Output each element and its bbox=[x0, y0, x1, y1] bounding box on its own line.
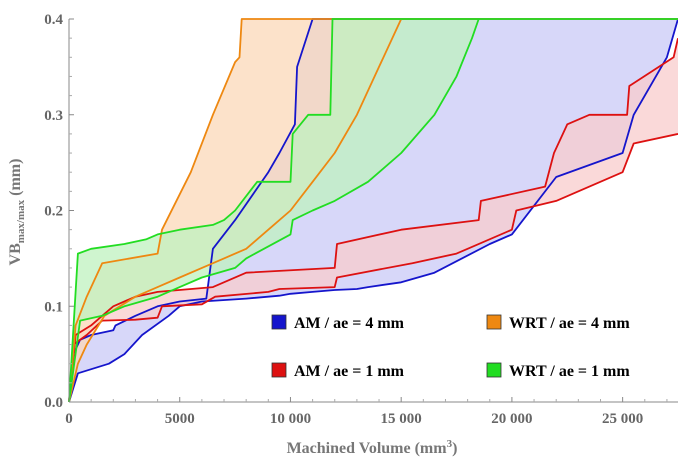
y-tick-label: 0.3 bbox=[44, 108, 63, 124]
line-lower-wrt-ae-4-mm bbox=[68, 18, 403, 403]
line-layer bbox=[68, 18, 678, 403]
legend-label-wrt-ae-4-mm: WRT / ae = 4 mm bbox=[509, 315, 630, 332]
line-lower-am-ae-4-mm bbox=[68, 18, 678, 403]
band-wrt-ae-1-mm bbox=[69, 19, 678, 402]
y-tick-label: 0.4 bbox=[44, 12, 63, 28]
y-tick-label: 0.1 bbox=[44, 299, 63, 315]
band-am-ae-4-mm bbox=[69, 19, 678, 402]
legend-swatch-am-ae-1-mm bbox=[271, 362, 287, 378]
line-upper-am-ae-1-mm bbox=[68, 37, 678, 403]
x-tick-label: 0 bbox=[65, 411, 73, 427]
band-wrt-ae-4-mm bbox=[69, 19, 678, 402]
legend-swatch-wrt-ae-1-mm bbox=[486, 362, 502, 378]
legend: AM / ae = 4 mm WRT / ae = 4 mm AM / ae = 1… bbox=[271, 314, 630, 380]
x-tick-label: 25 000 bbox=[602, 411, 643, 427]
legend-label-am-ae-4-mm: AM / ae = 4 mm bbox=[294, 315, 405, 332]
y-tick-label: 0.0 bbox=[44, 395, 63, 411]
legend-swatch-am-ae-4-mm bbox=[271, 314, 287, 330]
ticks-layer: 0 5000 10 000 15 000 20 000 25 000 0.0 0.1 0.2 0.… bbox=[44, 12, 668, 427]
line-upper-am-ae-4-mm bbox=[68, 18, 678, 403]
x-axis-title: Machined Volume (mm3) bbox=[287, 438, 458, 457]
x-tick-label: 15 000 bbox=[381, 411, 422, 427]
band-layer bbox=[69, 19, 678, 402]
x-tick-label: 20 000 bbox=[491, 411, 532, 427]
x-tick-label: 5000 bbox=[165, 411, 195, 427]
line-upper-wrt-ae-4-mm bbox=[68, 18, 678, 403]
x-tick-label: 10 000 bbox=[270, 411, 311, 427]
legend-swatch-wrt-ae-4-mm bbox=[486, 314, 502, 330]
legend-label-am-ae-1-mm: AM / ae = 1 mm bbox=[294, 363, 405, 380]
line-lower-am-ae-1-mm bbox=[68, 133, 678, 403]
line-lower-wrt-ae-1-mm bbox=[68, 18, 480, 403]
line-upper-wrt-ae-1-mm bbox=[68, 18, 678, 403]
legend-label-wrt-ae-1-mm: WRT / ae = 1 mm bbox=[509, 363, 630, 380]
y-axis-title: VBmax/max (mm) bbox=[7, 159, 27, 266]
y-tick-label: 0.2 bbox=[44, 204, 63, 220]
